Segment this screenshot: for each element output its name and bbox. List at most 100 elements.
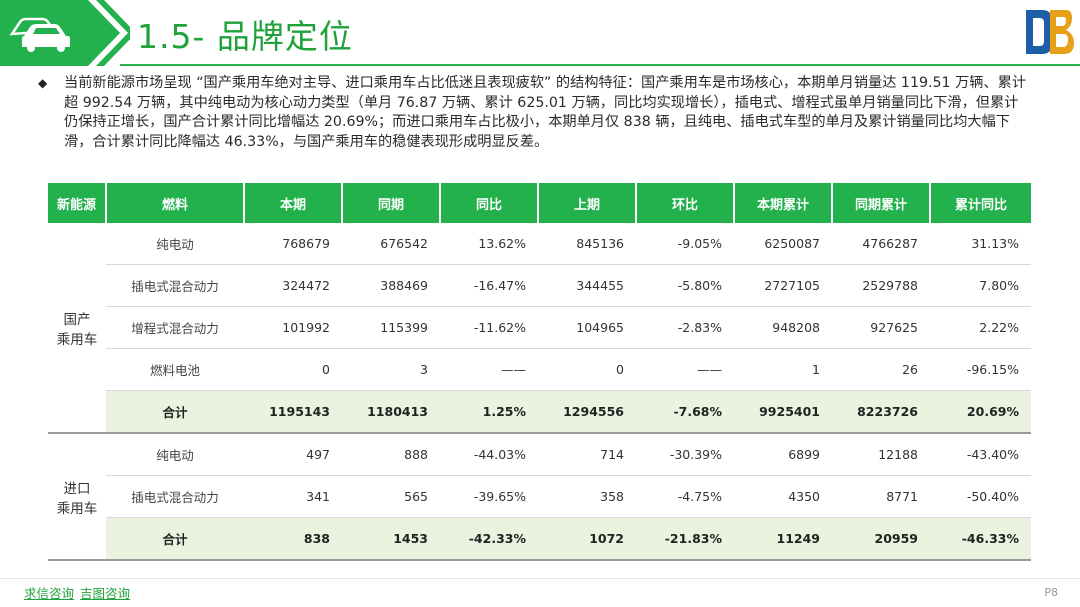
value-cell: 8223726	[832, 390, 930, 434]
table-total-row: 合计 1195143 1180413 1.25% 1294556 -7.68% 992540…	[48, 390, 1031, 434]
column-header: 本期	[244, 183, 343, 223]
value-cell: 115399	[342, 306, 440, 349]
column-header: 同期	[342, 183, 441, 223]
value-cell: ——	[440, 348, 538, 391]
column-header: 本期累计	[734, 183, 833, 223]
value-cell: 1180413	[342, 390, 440, 434]
column-header: 同期累计	[832, 183, 931, 223]
page-title: 1.5- 品牌定位	[137, 17, 353, 56]
value-cell: 888	[342, 433, 440, 476]
value-cell: 845136	[538, 223, 636, 265]
header-divider	[120, 64, 1080, 66]
value-cell: 324472	[244, 264, 342, 307]
fuel-type-cell: 合计	[106, 517, 244, 561]
value-cell: -44.03%	[440, 433, 538, 476]
column-header: 上期	[538, 183, 637, 223]
value-cell: 6250087	[734, 223, 832, 265]
table-row: 燃料电池 0 3 —— 0 —— 1 26 -96.15%	[48, 348, 1031, 391]
value-cell: 20959	[832, 517, 930, 561]
value-cell: 497	[244, 433, 342, 476]
intro-text: 当前新能源市场呈现 “国产乘用车绝对主导、进口乘用车占比低迷且表现疲软” 的结构…	[64, 75, 1027, 150]
value-cell: 341	[244, 475, 342, 518]
value-cell: 358	[538, 475, 636, 518]
value-cell: 2727105	[734, 264, 832, 307]
footer-link-qiuxin[interactable]: 求信咨询	[24, 586, 75, 601]
value-cell: 31.13%	[930, 223, 1031, 265]
value-cell: -16.47%	[440, 264, 538, 307]
table-row: 进口 乘用车 纯电动 497 888 -44.03% 714 -30.39% 6899 1218…	[48, 433, 1031, 561]
value-cell: 9925401	[734, 390, 832, 434]
value-cell: 20.69%	[930, 390, 1031, 434]
value-cell: -30.39%	[636, 433, 734, 476]
value-cell: -39.65%	[440, 475, 538, 518]
table-row: 增程式混合动力 101992 115399 -11.62% 104965 -2.83% 94…	[48, 306, 1031, 349]
value-cell: 927625	[832, 306, 930, 349]
value-cell: -5.80%	[636, 264, 734, 307]
value-cell: 714	[538, 433, 636, 476]
fuel-type-cell: 合计	[106, 390, 244, 434]
value-cell: 13.62%	[440, 223, 538, 265]
fuel-type-cell: 插电式混合动力	[106, 475, 244, 518]
value-cell: 101992	[244, 306, 342, 349]
value-cell: -2.83%	[636, 306, 734, 349]
value-cell: 8771	[832, 475, 930, 518]
value-cell: 1294556	[538, 390, 636, 434]
value-cell: 2.22%	[930, 306, 1031, 349]
value-cell: 0	[244, 348, 342, 391]
table-row: 插电式混合动力 324472 388469 -16.47% 344455 -5.80% 27…	[48, 264, 1031, 307]
value-cell: -96.15%	[930, 348, 1031, 391]
value-cell: 838	[244, 517, 342, 561]
group-label: 进口 乘用车	[48, 433, 106, 561]
brand-logo-icon	[1026, 10, 1074, 54]
footer-divider	[0, 578, 1080, 579]
fuel-type-cell: 燃料电池	[106, 348, 244, 391]
table-total-row: 合计 838 1453 -42.33% 1072 -21.83% 11249 20959 -46…	[48, 517, 1031, 561]
value-cell: 1453	[342, 517, 440, 561]
car-icon	[9, 17, 70, 52]
value-cell: -9.05%	[636, 223, 734, 265]
value-cell: 6899	[734, 433, 832, 476]
footer-links: 求信咨询 吉图咨询	[24, 583, 136, 602]
diamond-bullet-icon: ◆	[38, 76, 48, 90]
value-cell: -11.62%	[440, 306, 538, 349]
value-cell: 1072	[538, 517, 636, 561]
value-cell: ——	[636, 348, 734, 391]
value-cell: 12188	[832, 433, 930, 476]
sales-table: 新能源 燃料 本期 同期 同比 上期 环比 本期累计 同期累计 累计同比 国产 乘用车 纯电动 768…	[48, 183, 1031, 561]
value-cell: -42.33%	[440, 517, 538, 561]
table-row: 国产 乘用车 纯电动 768679 676542 13.62% 845136 -9.05% 6…	[48, 223, 1031, 434]
fuel-type-cell: 纯电动	[106, 223, 244, 265]
value-cell: 3	[342, 348, 440, 391]
value-cell: -46.33%	[930, 517, 1031, 561]
footer-link-jitu[interactable]: 吉图咨询	[80, 586, 131, 601]
column-header: 累计同比	[930, 183, 1031, 223]
value-cell: 0	[538, 348, 636, 391]
column-header: 环比	[636, 183, 735, 223]
value-cell: 344455	[538, 264, 636, 307]
fuel-type-cell: 插电式混合动力	[106, 264, 244, 307]
value-cell: 565	[342, 475, 440, 518]
value-cell: 948208	[734, 306, 832, 349]
column-header: 新能源	[48, 183, 107, 223]
value-cell: 11249	[734, 517, 832, 561]
value-cell: 104965	[538, 306, 636, 349]
value-cell: -43.40%	[930, 433, 1031, 476]
value-cell: 388469	[342, 264, 440, 307]
value-cell: 1.25%	[440, 390, 538, 434]
value-cell: 1	[734, 348, 832, 391]
fuel-type-cell: 纯电动	[106, 433, 244, 476]
intro-paragraph: ◆ 当前新能源市场呈现 “国产乘用车绝对主导、进口乘用车占比低迷且表现疲软” 的…	[38, 74, 1032, 152]
group-label: 国产 乘用车	[48, 223, 106, 434]
value-cell: -21.83%	[636, 517, 734, 561]
value-cell: -4.75%	[636, 475, 734, 518]
page-number: P8	[1044, 586, 1058, 599]
column-header: 燃料	[106, 183, 245, 223]
value-cell: 4766287	[832, 223, 930, 265]
value-cell: 26	[832, 348, 930, 391]
value-cell: 768679	[244, 223, 342, 265]
table-header-row: 新能源 燃料 本期 同期 同比 上期 环比 本期累计 同期累计 累计同比	[48, 183, 1031, 223]
value-cell: -50.40%	[930, 475, 1031, 518]
value-cell: 4350	[734, 475, 832, 518]
table-row: 插电式混合动力 341 565 -39.65% 358 -4.75% 4350 8771 -50…	[48, 475, 1031, 518]
value-cell: 1195143	[244, 390, 342, 434]
